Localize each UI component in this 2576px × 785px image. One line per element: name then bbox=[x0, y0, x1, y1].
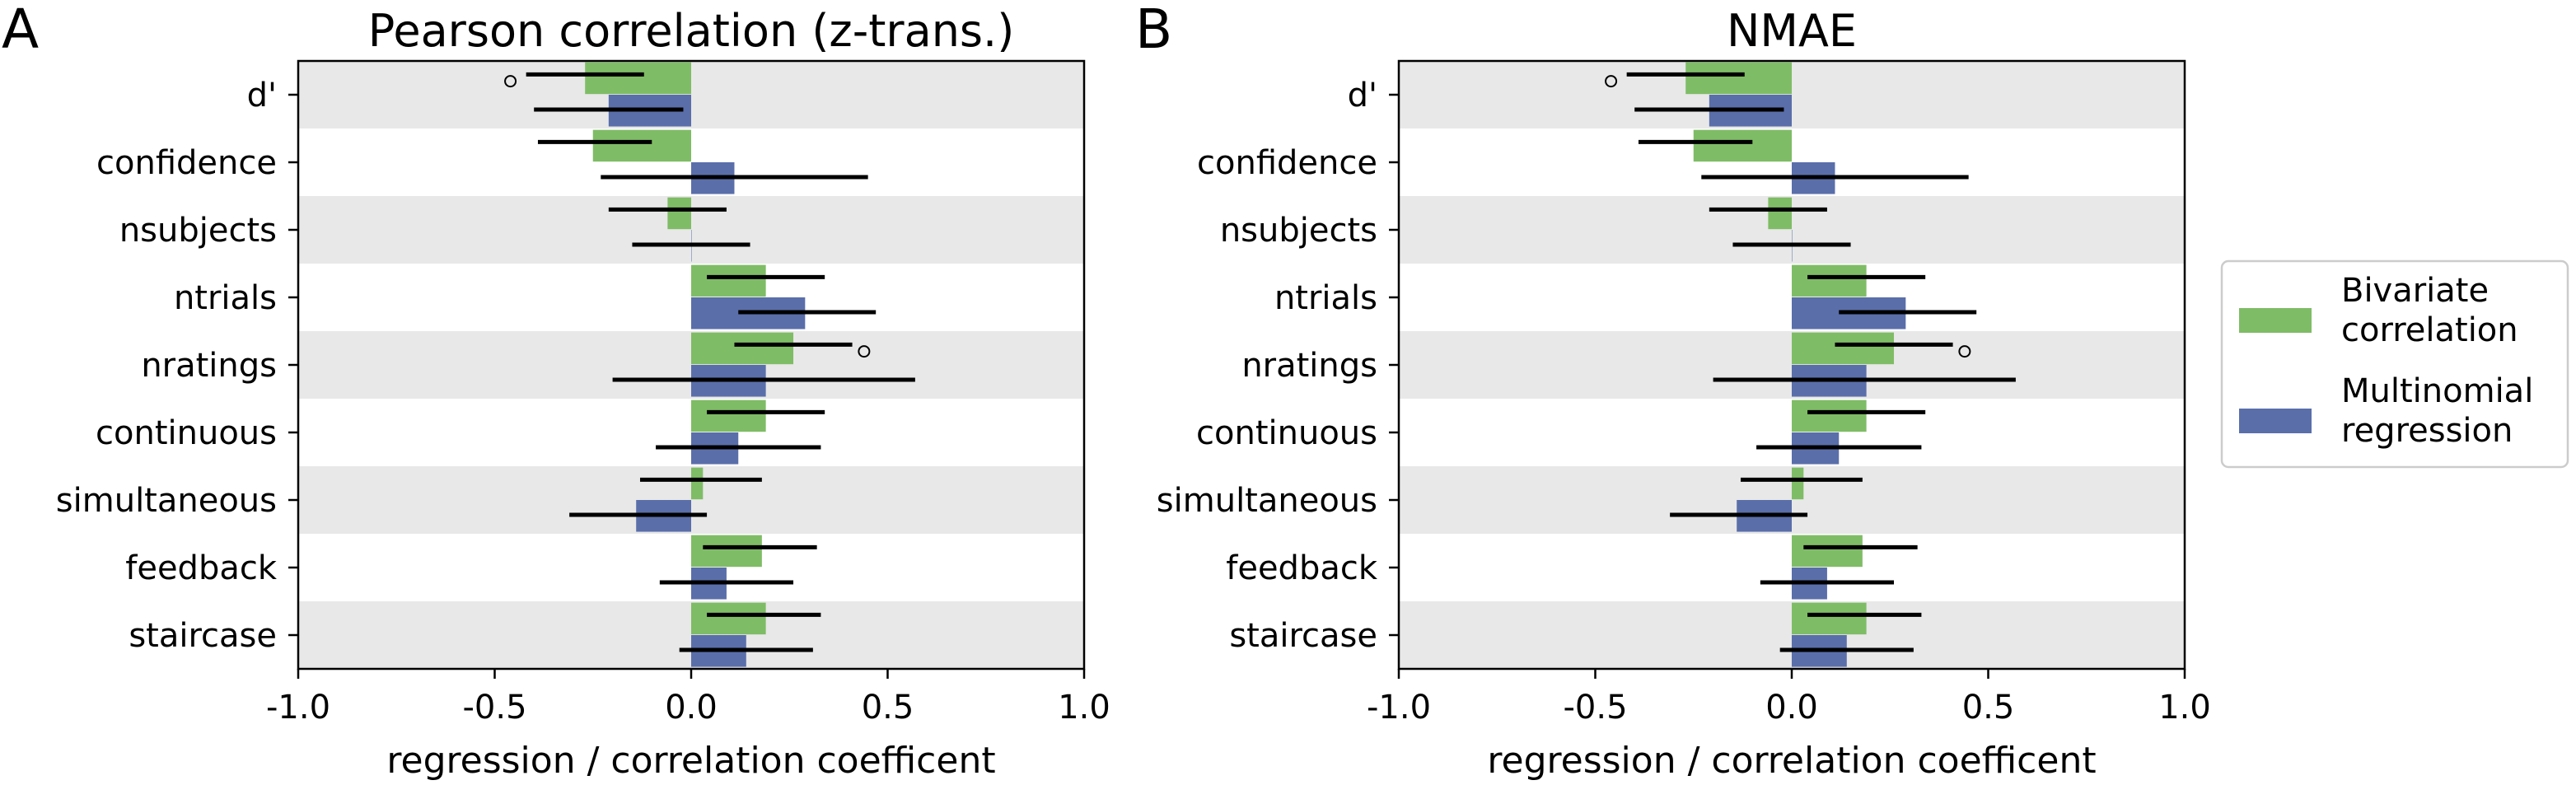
y-tick-label: nsubjects bbox=[119, 212, 277, 250]
y-tick-label: d' bbox=[247, 77, 277, 114]
x-tick-label: -1.0 bbox=[1367, 689, 1431, 727]
bivariate-bar-1 bbox=[1693, 129, 1792, 162]
bivariate-bar-5 bbox=[1792, 400, 1867, 432]
bivariate-bar-7 bbox=[1792, 535, 1863, 568]
x-axis-label: regression / correlation coefficent bbox=[386, 740, 995, 782]
y-tick-label: feedback bbox=[1226, 549, 1378, 587]
bivariate-bar-1 bbox=[592, 129, 691, 162]
bivariate-bar-3 bbox=[1792, 264, 1867, 297]
x-tick-label: -1.0 bbox=[266, 689, 330, 727]
x-tick-label: -0.5 bbox=[1563, 689, 1627, 727]
x-tick-label: -0.5 bbox=[462, 689, 526, 727]
y-tick-label: staircase bbox=[129, 617, 277, 655]
x-tick-label: 1.0 bbox=[1058, 689, 1110, 727]
outlier-marker-1 bbox=[1958, 345, 1971, 358]
bivariate-bar-8 bbox=[691, 602, 766, 635]
bivariate-bar-6 bbox=[1792, 467, 1804, 500]
y-tick-label: d' bbox=[1348, 77, 1377, 114]
y-tick-label: nratings bbox=[1241, 347, 1377, 385]
bivariate-bar-4 bbox=[691, 332, 794, 365]
y-tick-label: simultaneous bbox=[1157, 482, 1377, 520]
bivariate-bar-4 bbox=[1792, 332, 1895, 365]
bivariate-bar-8 bbox=[1792, 602, 1867, 635]
x-tick-label: 0.5 bbox=[1962, 689, 2015, 727]
y-tick-label: nratings bbox=[141, 347, 277, 385]
y-tick-label: continuous bbox=[96, 414, 277, 452]
legend-swatch-1 bbox=[2239, 409, 2312, 433]
bivariate-bar-0 bbox=[585, 62, 691, 95]
legend-label-line1: Multinomial bbox=[2341, 372, 2533, 410]
y-tick-label: simultaneous bbox=[56, 482, 277, 520]
panel-b: d' confidence nsubjects ntrials nratings cont… bbox=[1135, 0, 2211, 782]
legend-swatch-0 bbox=[2239, 308, 2312, 333]
bivariate-bar-3 bbox=[691, 264, 766, 297]
chart-title: Pearson correlation (z-trans.) bbox=[368, 5, 1015, 57]
outlier-marker-0 bbox=[1605, 75, 1618, 88]
chart-title: NMAE bbox=[1727, 5, 1857, 57]
y-tick-label: staircase bbox=[1229, 617, 1377, 655]
x-tick-label: 0.5 bbox=[862, 689, 914, 727]
bivariate-bar-7 bbox=[691, 535, 762, 568]
outlier-marker-1 bbox=[858, 345, 871, 358]
x-tick-label: 1.0 bbox=[2158, 689, 2211, 727]
bivariate-bar-2 bbox=[1768, 197, 1792, 230]
outlier-marker-0 bbox=[504, 75, 517, 88]
legend-label-line2: correlation bbox=[2341, 311, 2518, 349]
y-tick-label: confidence bbox=[96, 144, 277, 182]
legend-label-line2: regression bbox=[2341, 412, 2513, 450]
y-tick-label: nsubjects bbox=[1220, 212, 1377, 250]
x-tick-label: 0.0 bbox=[1765, 689, 1818, 727]
x-axis-label: regression / correlation coefficent bbox=[1487, 740, 2096, 782]
y-tick-label: feedback bbox=[125, 549, 278, 587]
y-tick-label: ntrials bbox=[1274, 279, 1377, 317]
bivariate-bar-2 bbox=[667, 197, 691, 230]
x-tick-label: 0.0 bbox=[665, 689, 718, 727]
bivariate-bar-0 bbox=[1685, 62, 1792, 95]
bivariate-bar-5 bbox=[691, 400, 766, 432]
panel-letter: A bbox=[2, 0, 39, 61]
legend-label-line1: Bivariate bbox=[2341, 272, 2489, 310]
bivariate-bar-6 bbox=[691, 467, 704, 500]
y-tick-label: continuous bbox=[1196, 414, 1377, 452]
y-tick-label: confidence bbox=[1197, 144, 1377, 182]
panel-letter: B bbox=[1135, 0, 1172, 61]
y-tick-label: ntrials bbox=[174, 279, 277, 317]
panel-a: d' confidence nsubjects ntrials nratings cont… bbox=[2, 0, 1110, 782]
